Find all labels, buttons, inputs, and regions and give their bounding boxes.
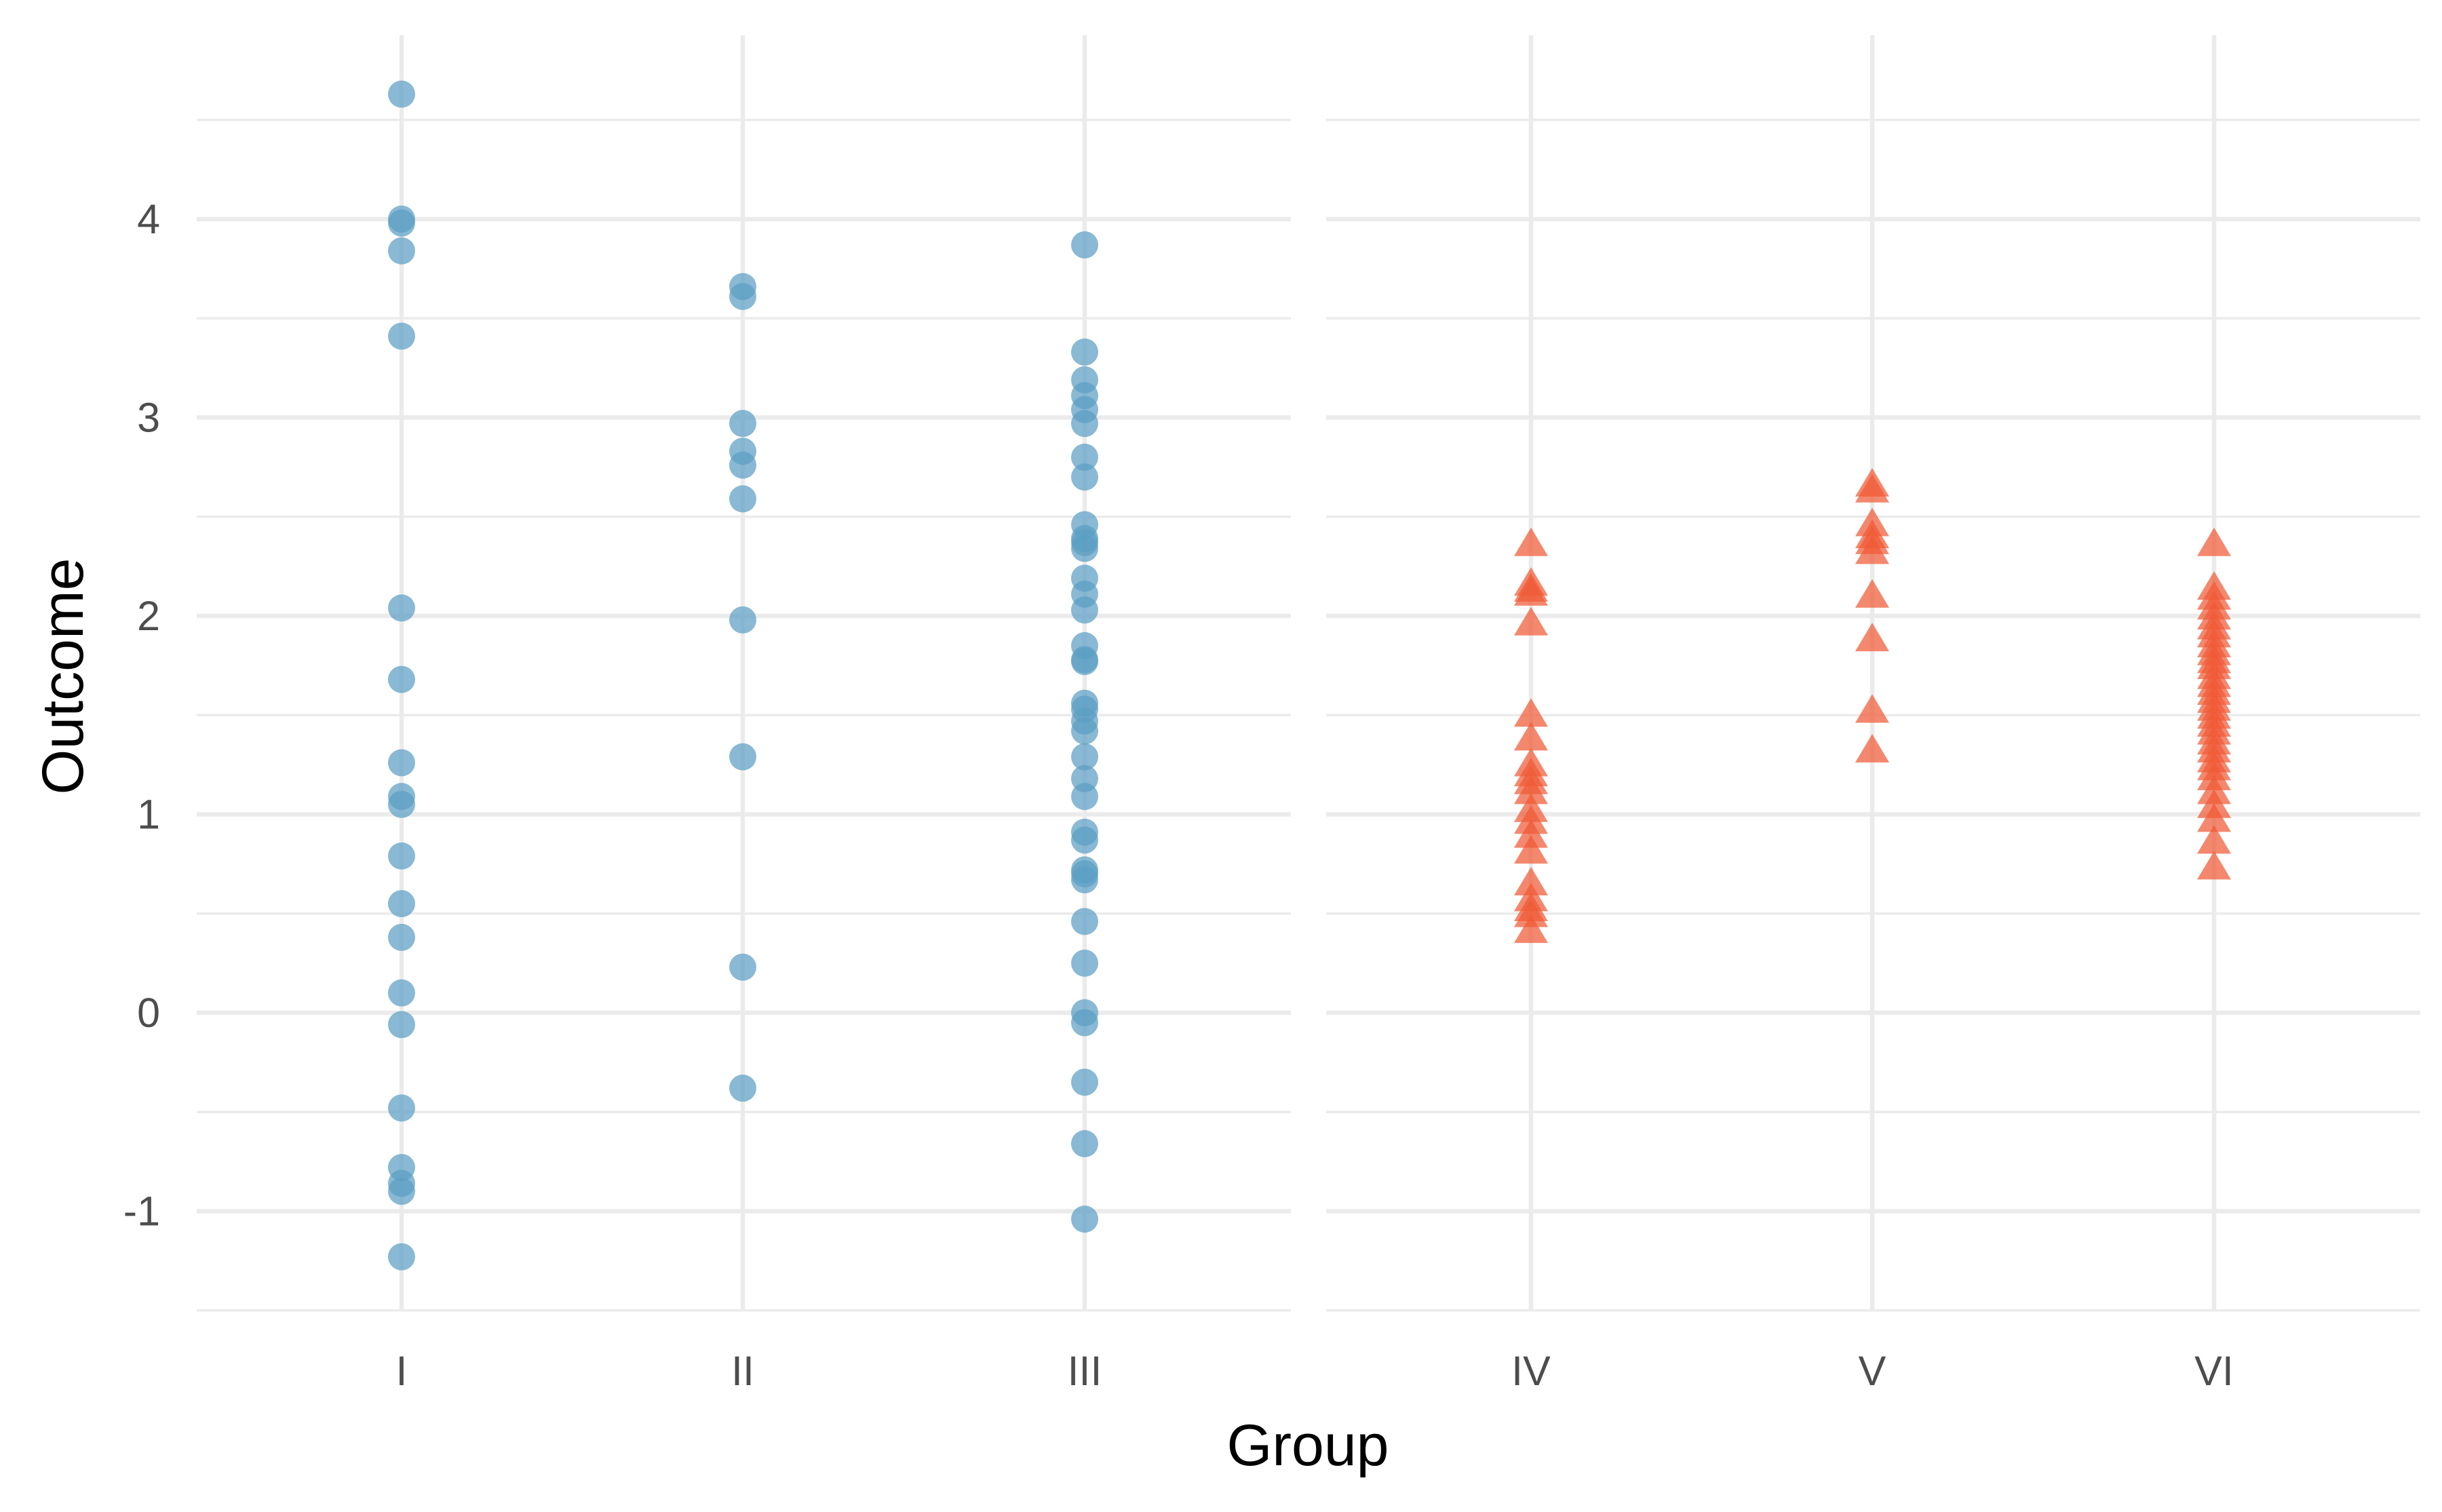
data-point-circle [1071,866,1098,894]
data-point-triangle [1855,579,1889,608]
data-point-circle [1071,1068,1098,1096]
data-point-circle [388,209,415,237]
data-point-circle [1071,908,1098,935]
data-point-circle [388,322,415,350]
data-point-circle [1071,1130,1098,1158]
x-tick-label: II [731,1348,754,1394]
data-point-triangle [1855,473,1889,503]
data-points [388,80,2231,1271]
y-tick-label: -1 [123,1188,160,1235]
data-point-circle [388,665,415,693]
data-point-triangle [1514,606,1548,636]
data-point-circle [1071,1009,1098,1036]
y-tick-label: 3 [137,395,160,441]
data-point-circle [729,485,756,513]
data-point-circle [388,979,415,1007]
data-point-circle [388,890,415,918]
data-point-circle [1071,338,1098,366]
data-point-triangle [1514,866,1548,895]
data-point-circle [1071,743,1098,771]
data-point-circle [1071,1205,1098,1233]
data-point-triangle [1855,623,1889,652]
data-point-triangle [1514,775,1548,805]
data-point-circle [388,923,415,951]
x-axis-title: Group [1226,1413,1389,1478]
data-point-triangle [1514,835,1548,864]
grid [197,35,2420,1312]
y-tick-label: 0 [137,990,160,1036]
data-point-circle [388,1094,415,1122]
data-point-triangle [1514,819,1548,848]
data-point-circle [1071,826,1098,854]
data-point-triangle [1514,914,1548,944]
data-point-circle [729,953,756,981]
data-point-circle [729,451,756,479]
data-point-triangle [2197,527,2231,556]
x-tick-label: V [1859,1348,1886,1394]
data-point-circle [388,237,415,265]
data-point-circle [1071,231,1098,259]
data-point-circle [1071,444,1098,471]
y-axis-title: Outcome [31,558,96,795]
data-point-triangle [1514,577,1548,606]
data-point-circle [388,1243,415,1271]
data-point-circle [388,749,415,777]
data-point-circle [729,283,756,311]
data-point-circle [388,790,415,818]
data-point-circle [1071,648,1098,676]
data-point-circle [388,80,415,108]
x-tick-label: III [1068,1348,1102,1394]
data-point-circle [388,594,415,622]
data-point-circle [1071,949,1098,977]
data-point-triangle [2197,803,2231,832]
data-point-circle [729,606,756,634]
data-point-circle [388,842,415,870]
x-tick-label: IV [1511,1348,1551,1394]
data-point-circle [1071,596,1098,624]
data-point-triangle [1855,694,1889,723]
data-point-circle [1071,463,1098,491]
data-point-triangle [1514,698,1548,727]
data-point-triangle [1514,527,1548,556]
data-point-circle [729,743,756,771]
data-point-triangle [1514,722,1548,751]
data-point-circle [729,1074,756,1102]
data-point-circle [729,410,756,438]
data-point-triangle [1855,535,1889,564]
data-point-triangle [1514,898,1548,927]
data-point-circle [1071,783,1098,811]
y-tick-label: 1 [137,792,160,838]
data-point-triangle [2197,825,2231,854]
x-tick-label: I [396,1348,408,1394]
x-tick-label: VI [2194,1348,2234,1394]
data-point-circle [1071,717,1098,745]
data-point-circle [388,1011,415,1039]
y-tick-label: 2 [137,593,160,639]
data-point-circle [1071,535,1098,562]
data-point-triangle [2197,851,2231,880]
data-point-circle [388,1178,415,1205]
y-tick-label: 4 [137,196,160,242]
data-point-circle [1071,410,1098,438]
data-point-triangle [1855,733,1889,762]
